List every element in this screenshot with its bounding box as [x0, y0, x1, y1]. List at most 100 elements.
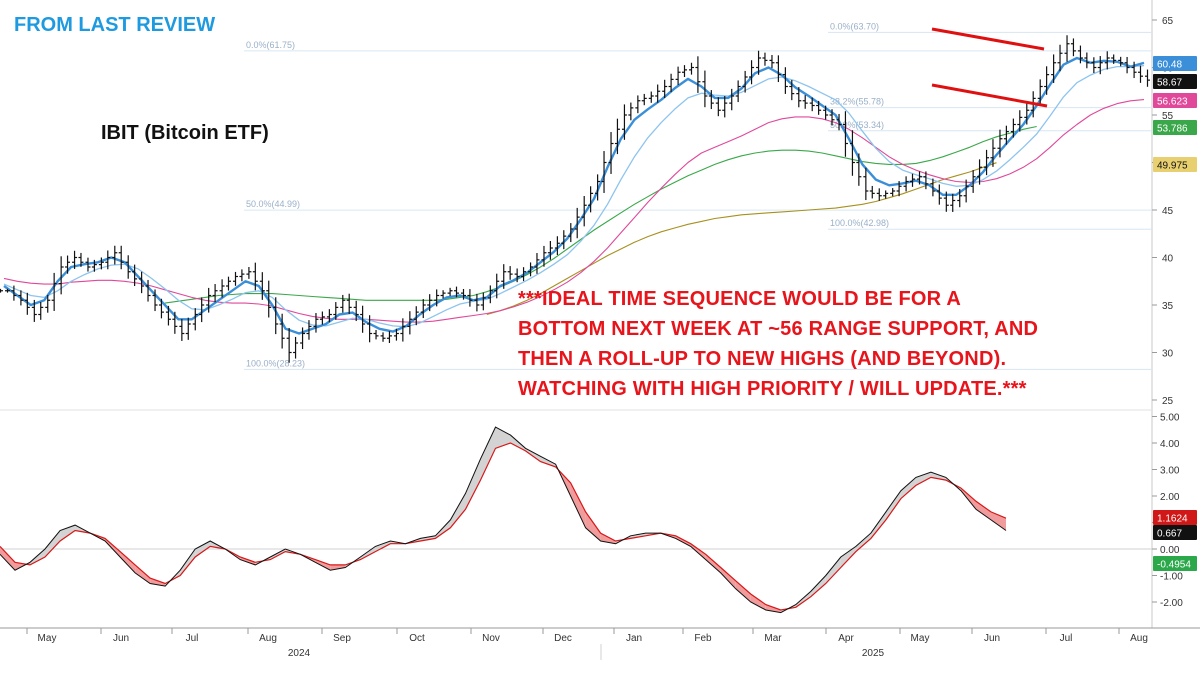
price-bar — [118, 245, 124, 270]
price-bar — [326, 309, 332, 323]
oscillator-fill-up — [840, 546, 856, 568]
price-bar — [480, 292, 486, 311]
price-bar — [152, 289, 158, 312]
price-bar — [0, 288, 3, 293]
oscillator-fill-down — [570, 482, 586, 528]
x-tick-label: May — [911, 633, 930, 644]
price-bar — [655, 84, 661, 103]
ma-magenta-line — [3, 99, 1145, 323]
header-title: FROM LAST REVIEW — [14, 14, 216, 36]
price-bar — [514, 268, 520, 283]
price-bar — [1017, 110, 1023, 132]
price-bar — [474, 293, 480, 312]
x-tick-label: Oct — [409, 633, 425, 644]
price-value-badge-label: 58.67 — [1157, 78, 1182, 89]
price-bar — [300, 327, 306, 350]
oscillator-fill-down — [585, 511, 601, 541]
oscillator-fill-up — [360, 546, 376, 560]
oscillator-fill-up — [825, 557, 841, 584]
price-bar — [903, 176, 909, 192]
price-bar — [628, 102, 634, 121]
oscillator-fill-up — [795, 591, 811, 608]
oscillator-fill-down — [976, 501, 991, 520]
price-value-badge — [1153, 93, 1197, 108]
price-value-badge — [1153, 157, 1197, 172]
price-bar — [641, 93, 647, 106]
price-bar — [896, 181, 902, 197]
price-y-tick-label: 40 — [1162, 254, 1174, 265]
price-value-badge-label: 53.786 — [1157, 124, 1188, 135]
x-tick-label: Jun — [984, 633, 1000, 644]
oscillator-fill-down — [315, 559, 331, 571]
price-bar — [729, 88, 735, 111]
price-bar — [1057, 44, 1063, 72]
price-bar — [876, 188, 882, 201]
price-bar — [24, 292, 30, 315]
price-bar — [1091, 57, 1097, 73]
price-bar — [521, 267, 527, 282]
price-value-badge — [1153, 74, 1197, 89]
channel-lower-line — [931, 83, 1048, 108]
oscillator-fill-up — [930, 472, 946, 481]
ma-slow-line — [3, 64, 1145, 328]
price-bar — [206, 287, 212, 313]
oscillator-fill-up — [60, 525, 76, 541]
price-bar — [635, 95, 641, 114]
price-bar — [802, 95, 808, 109]
price-bar — [266, 280, 272, 318]
price-bar — [185, 317, 191, 340]
price-bar — [789, 79, 795, 101]
annotation-line-1: ***IDEAL TIME SEQUENCE WOULD BE FOR A — [518, 288, 961, 310]
price-bar — [112, 245, 118, 265]
x-tick-label: Jul — [1060, 633, 1073, 644]
oscillator-fill-up — [885, 490, 901, 520]
price-bar — [1118, 56, 1124, 67]
oscillator-fill-up — [870, 511, 886, 539]
oscillator-fill-down — [705, 554, 721, 573]
x-tick-label: Nov — [482, 633, 500, 644]
price-bar — [621, 104, 627, 140]
ma-green-line — [164, 125, 1037, 304]
fib-level-label: 100.0%(28.23) — [246, 358, 305, 368]
price-bar — [883, 190, 889, 199]
x-tick-label: Jul — [186, 633, 199, 644]
price-bar — [930, 178, 936, 197]
price-bar — [158, 298, 164, 319]
oscillator-fill-down — [720, 567, 736, 589]
price-bar — [454, 286, 459, 298]
price-bar — [367, 315, 373, 343]
year-label: 2025 — [862, 648, 885, 659]
oscillator-value-badge — [1153, 510, 1197, 525]
price-bar — [682, 65, 687, 77]
price-bar — [91, 259, 97, 272]
price-y-tick-label: 25 — [1162, 396, 1174, 407]
price-bar — [702, 70, 708, 108]
price-bar — [400, 318, 406, 342]
price-bar — [1024, 103, 1030, 125]
price-y-tick-label: 35 — [1162, 301, 1174, 312]
price-bar — [78, 252, 84, 267]
price-bar — [816, 100, 822, 115]
price-bar — [561, 230, 567, 250]
price-bar — [1077, 45, 1083, 64]
oscillator-fill-down — [240, 557, 256, 565]
price-bar — [534, 253, 540, 274]
price-bar — [313, 313, 319, 333]
price-bar — [212, 284, 218, 303]
fib-level-label: 0.0%(63.70) — [830, 21, 879, 31]
price-bar — [65, 255, 71, 274]
annotation-note: ***IDEAL TIME SEQUENCE WOULD BE FOR A BO… — [518, 284, 1178, 404]
oscillator-y-tick-label: 0.00 — [1160, 545, 1180, 556]
price-bar — [554, 236, 560, 256]
price-bar — [1051, 54, 1057, 83]
channel-upper-line — [931, 27, 1045, 51]
oscillator-value-badge — [1153, 556, 1197, 571]
price-bar — [494, 273, 500, 299]
oscillator-fill-down — [0, 546, 15, 571]
price-bar — [715, 97, 721, 117]
annotation-line-2: BOTTOM NEXT WEEK AT ~56 RANGE SUPPORT, A… — [518, 318, 1039, 340]
price-bar — [172, 311, 178, 334]
price-bar — [1131, 61, 1137, 79]
